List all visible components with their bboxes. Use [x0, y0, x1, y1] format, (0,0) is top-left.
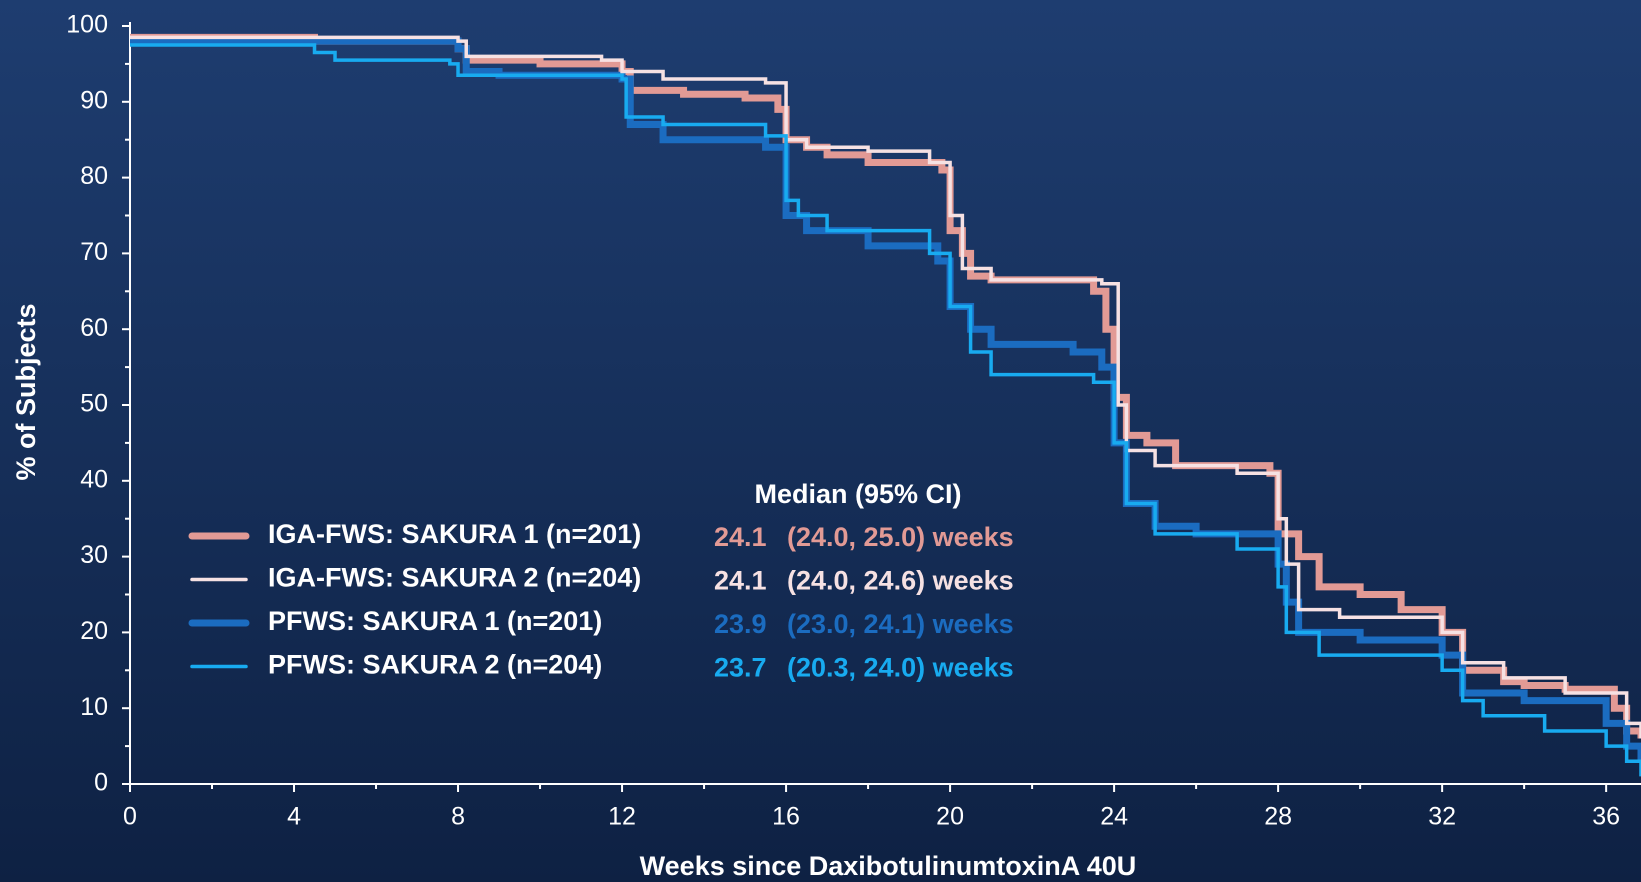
median-value: 23.7 [714, 653, 767, 683]
x-tick-label: 24 [1100, 803, 1128, 831]
x-tick-label: 4 [287, 803, 301, 831]
y-tick-label: 10 [80, 693, 108, 721]
median-ci: (20.3, 24.0) weeks [787, 653, 1014, 683]
median-value: 23.9 [714, 609, 767, 639]
y-tick-label: 90 [80, 86, 108, 114]
median-ci: (24.0, 25.0) weeks [787, 522, 1014, 552]
median-value: 24.1 [714, 522, 767, 552]
x-tick-label: 8 [451, 803, 465, 831]
legend-label: PFWS: SAKURA 1 (n=201) [268, 606, 602, 636]
y-tick-label: 60 [80, 314, 108, 342]
y-tick-label: 80 [80, 162, 108, 190]
y-axis-title: % of Subjects [11, 303, 41, 480]
x-tick-label: 32 [1428, 803, 1456, 831]
x-tick-label: 16 [772, 803, 800, 831]
median-ci: (24.0, 24.6) weeks [787, 566, 1014, 596]
x-tick-label: 28 [1264, 803, 1292, 831]
survival-line [130, 43, 1641, 777]
survival-line [130, 35, 1641, 739]
legend-label: IGA-FWS: SAKURA 2 (n=204) [268, 563, 641, 593]
median-ci: (23.0, 24.1) weeks [787, 609, 1014, 639]
x-axis-title: Weeks since DaxibotulinumtoxinA 40U [640, 851, 1137, 881]
x-tick-label: 20 [936, 803, 964, 831]
y-tick-label: 30 [80, 541, 108, 569]
x-tick-label: 36 [1592, 803, 1620, 831]
x-tick-label: 0 [123, 803, 137, 831]
y-tick-label: 40 [80, 465, 108, 493]
median-value: 24.1 [714, 566, 767, 596]
legend-label: PFWS: SAKURA 2 (n=204) [268, 650, 602, 680]
y-tick-label: 50 [80, 390, 108, 418]
y-tick-label: 0 [94, 769, 108, 797]
median-header: Median (95% CI) [754, 479, 961, 509]
y-tick-label: 20 [80, 617, 108, 645]
y-tick-label: 100 [66, 11, 108, 39]
x-tick-label: 12 [608, 803, 636, 831]
y-tick-label: 70 [80, 238, 108, 266]
legend-label: IGA-FWS: SAKURA 1 (n=201) [268, 519, 641, 549]
